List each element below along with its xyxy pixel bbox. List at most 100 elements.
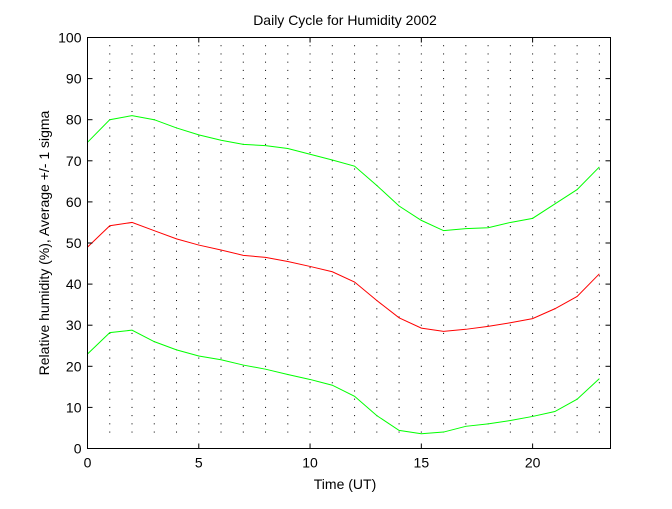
observation-dot <box>265 390 267 392</box>
observation-dot <box>220 78 222 80</box>
observation-dot <box>532 365 534 367</box>
observation-dot <box>176 209 178 211</box>
observation-dot <box>598 217 600 219</box>
observation-dot <box>265 69 267 71</box>
observation-dot <box>176 193 178 195</box>
observation-dot <box>220 176 222 178</box>
observation-dot <box>131 86 133 88</box>
observation-dot <box>532 160 534 162</box>
observation-dot <box>309 291 311 293</box>
observation-dot <box>153 168 155 170</box>
observation-dot <box>265 258 267 260</box>
observation-dot <box>354 258 356 260</box>
observation-dot <box>109 86 111 88</box>
observation-dot <box>576 61 578 63</box>
observation-dot <box>487 234 489 236</box>
observation-dot <box>220 110 222 112</box>
observation-dot <box>576 242 578 244</box>
observation-dot <box>198 431 200 433</box>
x-tick-label: 10 <box>302 455 318 471</box>
observation-dot <box>176 341 178 343</box>
observation-dot <box>509 94 511 96</box>
observation-dot <box>198 374 200 376</box>
observation-dot <box>487 332 489 334</box>
observation-dot <box>265 176 267 178</box>
observation-dot <box>242 217 244 219</box>
observation-dot <box>420 143 422 145</box>
observation-dot <box>532 119 534 121</box>
observation-dot <box>554 209 556 211</box>
observation-dot <box>354 209 356 211</box>
observation-dot <box>354 143 356 145</box>
observation-dot <box>131 135 133 137</box>
x-tick-label: 5 <box>195 455 203 471</box>
observation-dot <box>398 69 400 71</box>
observation-dot <box>487 374 489 376</box>
observation-dot <box>309 209 311 211</box>
observation-dot <box>220 283 222 285</box>
observation-dot <box>598 300 600 302</box>
observation-dot <box>465 234 467 236</box>
observation-dot <box>198 168 200 170</box>
observation-dot <box>443 94 445 96</box>
observation-dot <box>153 184 155 186</box>
observation-dot <box>443 423 445 425</box>
observation-dot <box>309 234 311 236</box>
observation-dot <box>220 332 222 334</box>
observation-dot <box>598 365 600 367</box>
observation-dot <box>398 176 400 178</box>
observation-dot <box>576 431 578 433</box>
observation-dot <box>309 250 311 252</box>
observation-dot <box>131 94 133 96</box>
observation-dot <box>509 143 511 145</box>
observation-dot <box>220 86 222 88</box>
y-tick-label: 50 <box>66 235 82 251</box>
observation-dot <box>331 398 333 400</box>
observation-dot <box>309 176 311 178</box>
observation-dot <box>309 127 311 129</box>
observation-dot <box>287 217 289 219</box>
observation-dot <box>598 69 600 71</box>
observation-dot <box>509 110 511 112</box>
observation-dot <box>465 291 467 293</box>
observation-dot <box>554 324 556 326</box>
observation-dot <box>554 258 556 260</box>
observation-dot <box>443 398 445 400</box>
observation-dot <box>443 258 445 260</box>
observation-dot <box>354 341 356 343</box>
observation-dot <box>354 365 356 367</box>
observation-dot <box>176 398 178 400</box>
observation-dot <box>509 184 511 186</box>
observation-dot <box>465 341 467 343</box>
observation-dot <box>376 398 378 400</box>
observation-dot <box>354 53 356 55</box>
observation-dot <box>532 332 534 334</box>
observation-dot <box>598 143 600 145</box>
observation-dot <box>398 398 400 400</box>
x-tick-label: 15 <box>414 455 430 471</box>
observation-dot <box>109 267 111 269</box>
observation-dot <box>331 250 333 252</box>
observation-dot <box>131 291 133 293</box>
observation-dot <box>398 390 400 392</box>
observation-dot <box>554 160 556 162</box>
observation-dot <box>176 415 178 417</box>
observation-dot <box>176 69 178 71</box>
observation-dot <box>398 152 400 154</box>
observation-dot <box>465 398 467 400</box>
observation-dot <box>376 127 378 129</box>
observation-dot <box>131 398 133 400</box>
observation-dot <box>331 53 333 55</box>
observation-dot <box>487 250 489 252</box>
observation-dot <box>420 423 422 425</box>
observation-dot <box>220 300 222 302</box>
observation-dot <box>554 291 556 293</box>
observation-dot <box>576 357 578 359</box>
observation-dot <box>309 390 311 392</box>
observation-dot <box>532 69 534 71</box>
observation-dot <box>554 431 556 433</box>
observation-dot <box>598 94 600 96</box>
observation-dot <box>420 275 422 277</box>
observation-dot <box>376 349 378 351</box>
observation-dot <box>554 61 556 63</box>
